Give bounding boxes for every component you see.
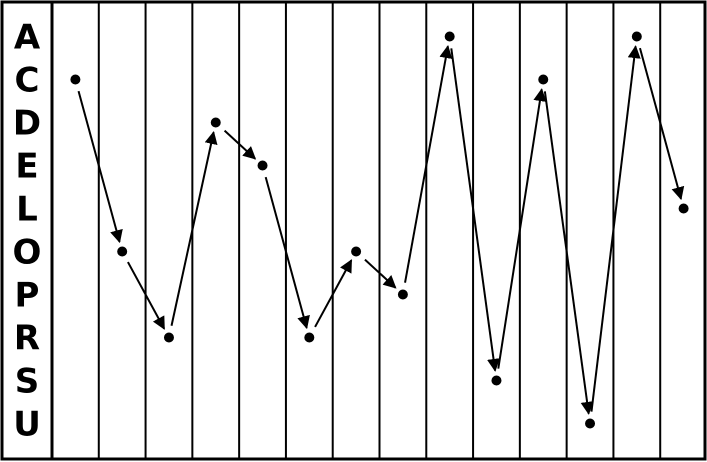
row-label-e: E	[15, 147, 38, 187]
point-6-r	[304, 333, 314, 343]
point-2-o	[117, 247, 127, 257]
point-14-l	[679, 204, 689, 214]
row-label-o: O	[13, 233, 42, 273]
row-label-c: C	[15, 61, 40, 101]
point-4-d	[211, 118, 221, 128]
row-label-p: P	[15, 276, 40, 316]
point-13-a	[632, 32, 642, 42]
row-label-d: D	[13, 104, 41, 144]
point-8-p	[398, 290, 408, 300]
point-9-a	[445, 32, 455, 42]
point-11-c	[538, 75, 548, 85]
point-3-r	[164, 333, 174, 343]
row-label-l: L	[16, 190, 38, 230]
row-label-a: A	[14, 18, 41, 58]
point-10-s	[491, 376, 501, 386]
point-1-c	[70, 75, 80, 85]
row-label-r: R	[14, 319, 40, 359]
point-7-o	[351, 247, 361, 257]
point-12-u	[585, 419, 595, 429]
point-5-e	[258, 161, 268, 171]
row-label-s: S	[15, 362, 40, 402]
row-label-u: U	[13, 405, 41, 445]
